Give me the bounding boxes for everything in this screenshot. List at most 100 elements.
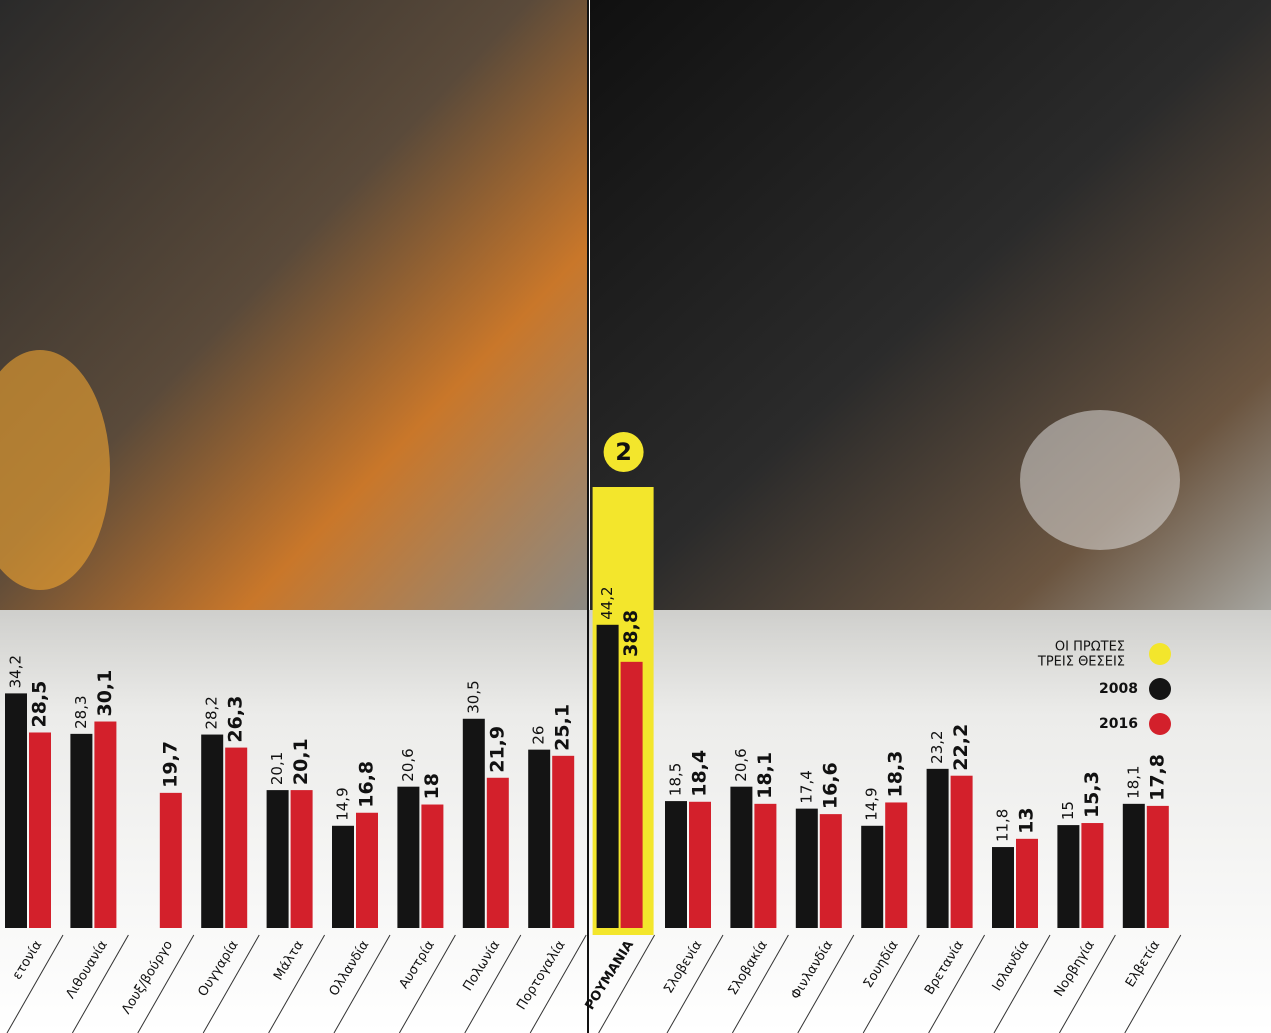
value-label: 20,1 <box>290 738 312 785</box>
value-label: 26,3 <box>225 696 247 743</box>
separator <box>464 934 522 1033</box>
separator <box>1058 934 1116 1033</box>
bar <box>861 825 884 928</box>
rank-badge <box>603 432 644 472</box>
bar <box>528 749 551 928</box>
value-label: 22,2 <box>950 724 972 771</box>
bar <box>332 825 354 928</box>
bar <box>620 661 643 928</box>
legend-label: 2008 <box>1099 681 1138 697</box>
bar <box>225 747 248 928</box>
value-label: 16,8 <box>356 761 378 808</box>
value-label: 20,6 <box>399 748 417 781</box>
value-label: 17,4 <box>797 770 815 803</box>
separator <box>928 934 986 1033</box>
value-label: 18,1 <box>754 752 776 799</box>
separator <box>1124 934 1182 1033</box>
value-label: 21,9 <box>486 726 508 773</box>
legend-title: ΟΙ ΠΡΩΤΕΣ <box>1055 640 1125 655</box>
rank-label: 2 <box>615 438 632 466</box>
value-label: 18,3 <box>885 751 907 798</box>
value-label: 44,2 <box>598 586 616 619</box>
bar <box>665 801 687 928</box>
separator <box>731 934 789 1033</box>
value-label: 15,3 <box>1081 771 1103 818</box>
bar <box>421 804 444 928</box>
bar <box>159 792 182 928</box>
value-label: 13 <box>1016 807 1038 833</box>
bar <box>29 732 51 928</box>
value-label: 28,2 <box>203 696 221 729</box>
separator <box>398 934 456 1033</box>
photo-bag <box>1020 410 1180 550</box>
bar <box>926 768 949 928</box>
bar <box>730 786 753 928</box>
bar <box>1146 805 1169 928</box>
value-label: 19,7 <box>159 741 181 788</box>
legend-swatch <box>1149 713 1171 735</box>
bar <box>290 790 313 928</box>
separator <box>666 934 724 1033</box>
bar <box>950 775 973 928</box>
separator <box>268 934 326 1033</box>
bar <box>94 721 117 928</box>
separator <box>993 934 1051 1033</box>
legend-title: ΤΡΕΙΣ ΘΕΣΕΙΣ <box>1037 655 1125 670</box>
bar <box>70 733 93 928</box>
bar <box>596 624 619 928</box>
separator <box>862 934 920 1033</box>
bar <box>266 790 289 928</box>
legend-swatch <box>1149 643 1171 665</box>
value-label: 16,6 <box>819 762 841 809</box>
separator <box>797 934 855 1033</box>
separator <box>529 934 587 1033</box>
photo-right <box>590 0 1271 620</box>
bar <box>1081 823 1104 928</box>
value-label: 14,9 <box>334 787 352 820</box>
bar <box>754 803 777 928</box>
value-label: 14,9 <box>863 787 881 820</box>
separator <box>71 934 129 1033</box>
bar <box>5 693 27 928</box>
value-label: 34,2 <box>7 655 25 688</box>
photo-glow <box>0 350 110 590</box>
bar <box>885 802 908 928</box>
bar <box>1016 838 1038 928</box>
legend-swatch <box>1149 678 1171 700</box>
value-label: 30,1 <box>94 670 116 717</box>
value-label: 15 <box>1059 801 1077 820</box>
separator <box>137 934 195 1033</box>
bar <box>397 786 420 928</box>
value-label: 38,8 <box>620 610 642 657</box>
bar <box>462 718 485 928</box>
legend-label: 2016 <box>1099 716 1138 732</box>
separator <box>333 934 391 1033</box>
value-label: 30,5 <box>464 680 482 713</box>
bar <box>552 755 575 928</box>
value-label: 18 <box>421 773 443 799</box>
value-label: 11,8 <box>994 809 1012 842</box>
bar <box>1057 825 1080 928</box>
value-label: 17,8 <box>1146 754 1168 801</box>
bar <box>795 808 818 928</box>
value-label: 18,1 <box>1124 765 1142 798</box>
value-label: 20,1 <box>268 752 286 785</box>
value-label: 25,1 <box>552 704 574 751</box>
bar <box>356 812 378 928</box>
separator <box>598 934 656 1033</box>
bar <box>992 847 1014 928</box>
separator <box>6 934 64 1033</box>
bar <box>486 777 509 928</box>
value-label: 28,3 <box>72 695 90 728</box>
bar <box>1122 803 1145 928</box>
value-label: 26 <box>530 726 548 745</box>
value-label: 28,5 <box>29 681 51 728</box>
value-label: 18,4 <box>689 750 711 797</box>
bar <box>201 734 224 928</box>
value-label: 20,6 <box>732 748 750 781</box>
bar <box>689 801 711 928</box>
value-label: 23,2 <box>928 730 946 763</box>
value-label: 18,5 <box>667 763 685 796</box>
